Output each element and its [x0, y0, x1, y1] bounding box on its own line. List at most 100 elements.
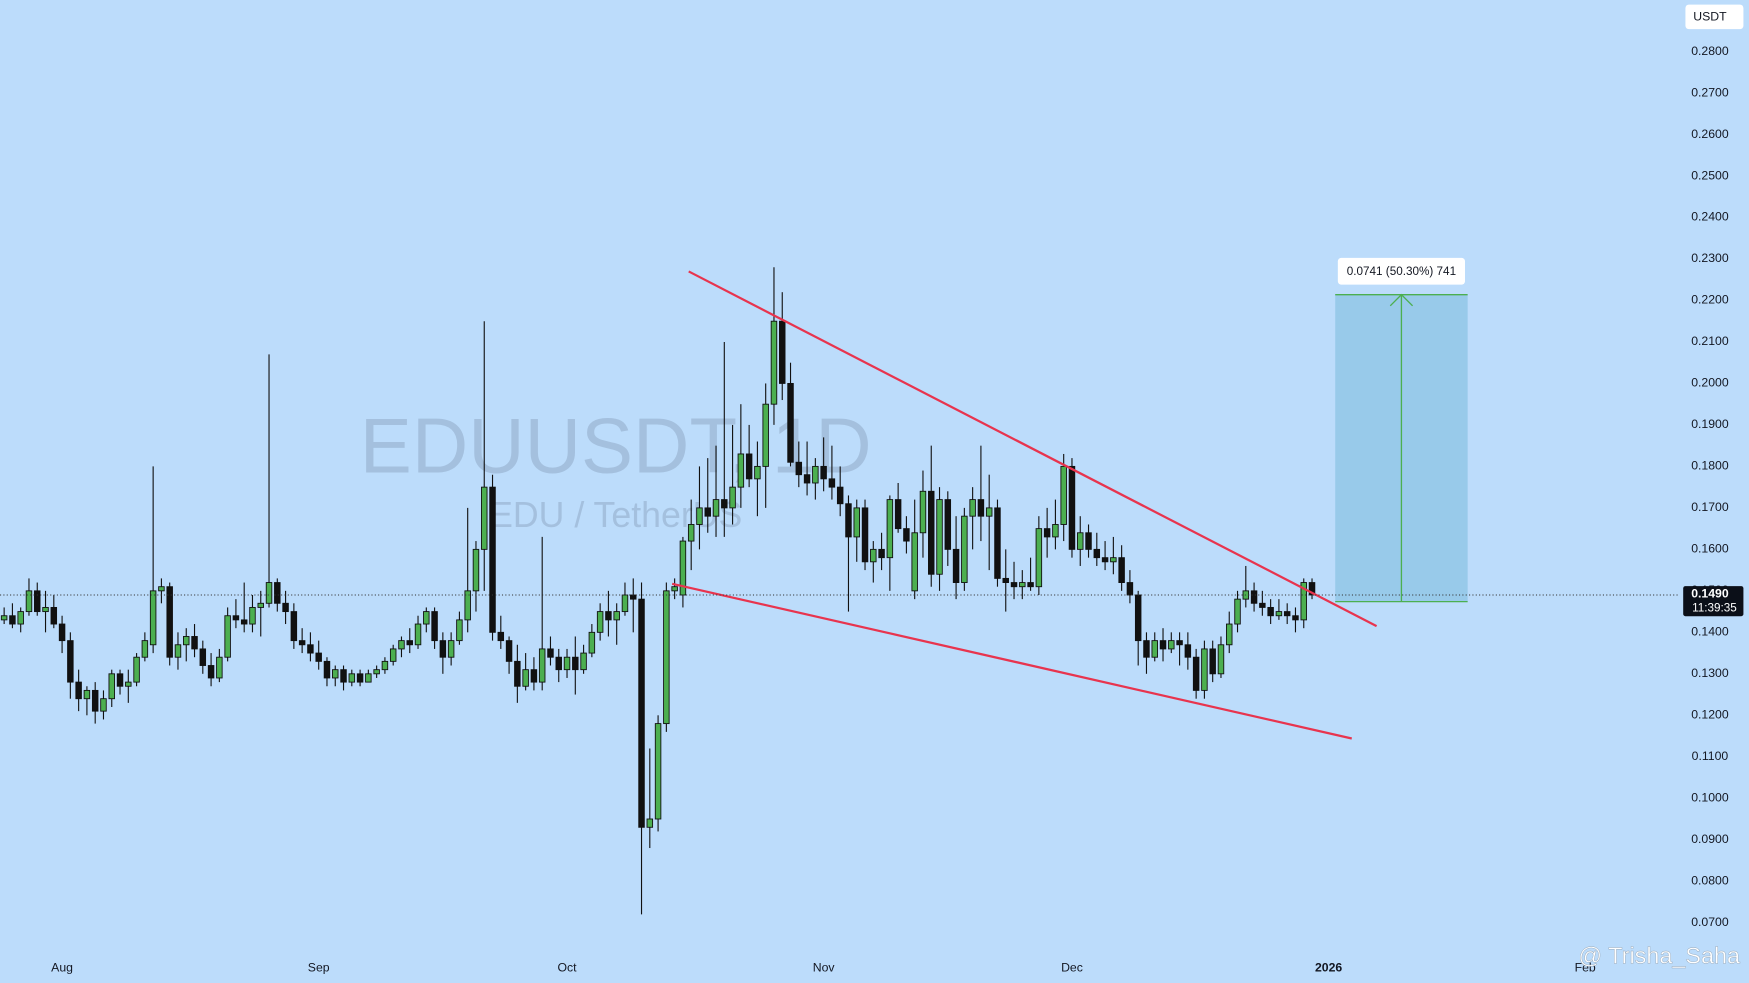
x-tick-label: Aug: [51, 961, 73, 975]
y-tick-label: 0.2100: [1691, 334, 1729, 348]
candle-body: [439, 640, 447, 658]
candle-body: [944, 499, 952, 550]
candle-body: [100, 698, 107, 712]
candle-body: [1110, 557, 1117, 563]
y-tick-label: 0.1200: [1691, 708, 1729, 722]
candle-body: [745, 453, 753, 480]
y-tick-label: 0.2500: [1691, 168, 1729, 182]
candle-body: [555, 656, 562, 671]
candle-body: [199, 648, 207, 666]
candle-body: [464, 590, 471, 621]
candle-body: [1143, 640, 1150, 658]
last-price-box: [1683, 586, 1744, 617]
candle-body: [1176, 640, 1183, 646]
candle-body: [240, 619, 248, 625]
candle-body: [812, 465, 819, 484]
candle-body: [414, 623, 422, 646]
candle-body: [50, 606, 58, 625]
candle-body: [514, 660, 521, 687]
candle-body: [257, 602, 264, 608]
candle-body: [952, 548, 960, 583]
candle-body: [505, 640, 513, 662]
candle-body: [994, 507, 1001, 579]
y-tick-label: 0.1900: [1691, 417, 1729, 431]
candle-body: [447, 640, 455, 658]
candle-body: [1300, 582, 1307, 621]
candle-body: [547, 648, 554, 658]
candle-body: [1283, 611, 1291, 617]
y-tick-label: 0.2700: [1691, 85, 1729, 99]
candle-body: [522, 669, 529, 687]
candle-body: [1002, 577, 1009, 583]
candle-body: [116, 673, 124, 687]
x-tick-label: Sep: [308, 961, 330, 975]
y-tick-label: 0.1700: [1691, 500, 1729, 514]
candle-body: [356, 673, 364, 683]
candle-body: [489, 486, 496, 633]
y-tick-label: 0.0700: [1691, 915, 1729, 929]
candle-body: [1085, 532, 1092, 550]
candle-body: [1159, 640, 1167, 650]
candle-body: [1275, 611, 1283, 617]
candle-body: [307, 644, 314, 654]
candle-body: [315, 652, 322, 662]
candle-body: [654, 723, 662, 820]
y-tick-label: 0.2600: [1691, 127, 1729, 141]
candle-body: [737, 453, 745, 488]
candle-body: [886, 499, 894, 559]
candle-body: [1192, 656, 1200, 691]
candle-body: [1052, 524, 1059, 538]
candle-body: [928, 490, 935, 575]
candle-body: [1027, 582, 1034, 588]
candle-body: [456, 619, 463, 642]
price-axis: USDT 0.0700 0.0800 0.0900 0.1000 0.1100 0.120…: [1678, 4, 1744, 929]
candle-body: [588, 631, 596, 654]
candle-body: [125, 681, 132, 687]
y-tick-label: 0.1300: [1691, 666, 1729, 680]
projection-label: 0.0741 (50.30%) 741: [1347, 265, 1456, 278]
candle-body: [621, 594, 629, 613]
candle-body: [903, 528, 910, 542]
candle-body: [472, 548, 480, 592]
candle-body: [83, 689, 91, 700]
candle-body: [596, 611, 604, 633]
y-tick-label: 0.2300: [1691, 251, 1729, 265]
candle-body: [754, 465, 761, 480]
trendline: [688, 270, 1378, 628]
candle-body: [1068, 465, 1076, 550]
candle-body: [207, 665, 215, 679]
candle-body: [1259, 602, 1266, 608]
plot-area: Aug Sep Oct Nov Dec 2026 Feb 0.0741 (50.30%) 74…: [0, 257, 1679, 983]
candle-body: [919, 490, 927, 534]
x-tick-label: Oct: [557, 961, 577, 975]
candle-body: [712, 499, 720, 517]
candle-body: [216, 656, 223, 679]
candle-body: [770, 320, 778, 405]
candle-body: [870, 548, 877, 563]
y-tick-label: 0.1000: [1691, 790, 1729, 804]
candle-body: [25, 590, 33, 613]
currency-box: [1685, 4, 1744, 30]
candle-body: [348, 673, 356, 683]
candle-body: [282, 602, 289, 613]
candle-body: [1093, 548, 1101, 559]
candle-body: [232, 615, 240, 621]
candle-body: [762, 403, 769, 467]
y-tick-label: 0.1800: [1691, 459, 1729, 473]
candle-body: [34, 590, 41, 613]
candle-body: [630, 594, 637, 600]
last-price-label: 0.1490: [1691, 587, 1729, 601]
candle-body: [861, 507, 869, 563]
attribution: @ Trisha_Saha: [1578, 942, 1741, 968]
candle-body: [704, 507, 711, 517]
x-tick-label: Nov: [813, 961, 836, 975]
candle-body: [803, 474, 811, 484]
candle-body: [563, 656, 571, 671]
candle-body: [265, 582, 273, 604]
candle-body: [779, 320, 786, 384]
candle-body: [729, 486, 736, 509]
candle-body: [936, 499, 943, 575]
candle-body: [572, 656, 579, 671]
